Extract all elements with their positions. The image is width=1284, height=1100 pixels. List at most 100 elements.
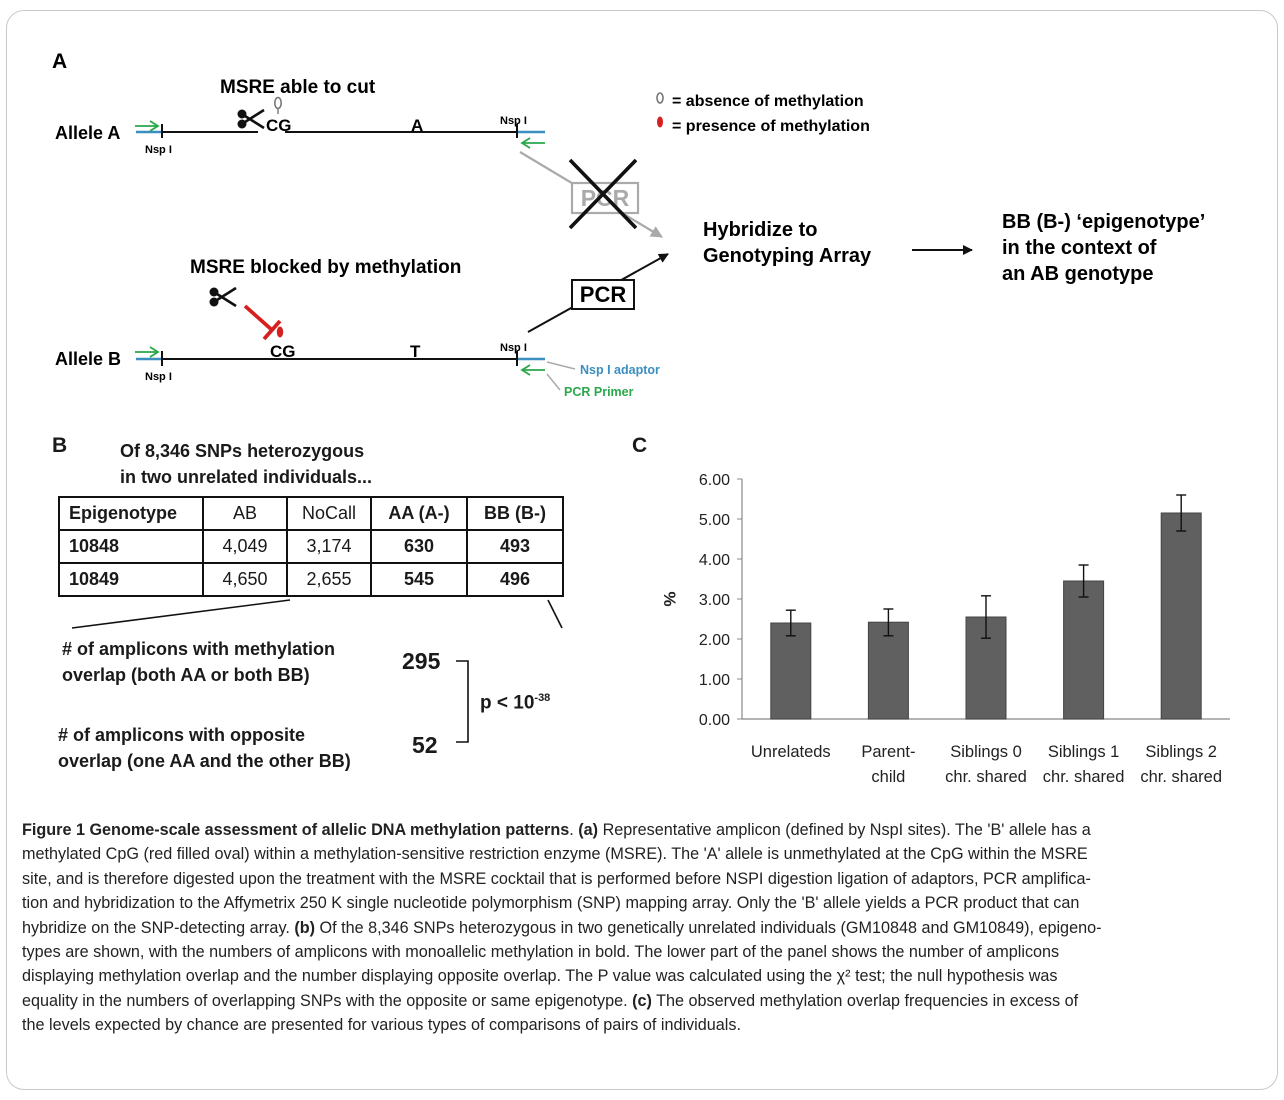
bar — [867, 621, 909, 720]
panel-a-diagram: A Allele A Nsp I Nsp I MSRE able to cut … — [52, 50, 1205, 399]
methylated-oval-icon — [276, 326, 284, 338]
table-cell: 4,650 — [202, 562, 288, 597]
result-line-2: in the context of — [1002, 237, 1157, 259]
p-value-base: p < 10 — [480, 692, 535, 714]
scissors-icon — [237, 108, 265, 130]
scissors-icon — [209, 286, 237, 308]
panel-b-heading-1: Of 8,346 SNPs heterozygous — [120, 441, 365, 461]
y-tick-label: 3.00 — [699, 592, 730, 609]
comparison-bracket — [456, 660, 469, 743]
table-cell: 2,655 — [286, 562, 372, 597]
opposite-label-line: overlap (one AA and the other BB) — [58, 751, 351, 771]
caption-line: site, and is therefore digested upon the… — [22, 869, 1091, 888]
unmethylated-oval-icon — [656, 92, 664, 104]
table-cell: 10848 — [58, 529, 204, 564]
table-header-row: Epigenotype AB NoCall AA (A-) BB (B-) — [58, 496, 564, 531]
table-row: 10848 4,049 3,174 630 493 — [58, 529, 564, 564]
caption-text: Representative amplicon (defined by NspI… — [602, 821, 1091, 839]
x-tick-label: Siblings 2 — [1145, 743, 1217, 761]
nsp-label: Nsp I — [145, 144, 172, 156]
overlap-label: # of amplicons with methylation overlap … — [62, 636, 335, 688]
legend-absence: = absence of methylation — [672, 93, 864, 110]
y-tick-label: 6.00 — [699, 472, 730, 489]
table-cell: 3,174 — [286, 529, 372, 564]
caption-text: hybridize on the SNP-detecting array. — [22, 918, 290, 937]
caption-line: displaying methylation overlap and the n… — [22, 967, 1058, 986]
y-tick-label: 2.00 — [699, 632, 730, 649]
bar — [1160, 512, 1202, 720]
snp-allele-b: T — [410, 342, 421, 361]
bar — [770, 622, 812, 720]
nsp-label: Nsp I — [145, 371, 172, 383]
pcr-blocked-box — [570, 181, 640, 215]
allele-a-label: Allele A — [55, 123, 120, 143]
callout-line — [546, 373, 561, 391]
cg-site-label: CG — [270, 342, 296, 361]
overlap-label-line: # of amplicons with methylation — [62, 639, 336, 659]
caption-text: The observed methylation overlap frequen… — [656, 991, 1079, 1010]
nsp-label: Nsp I — [500, 115, 527, 127]
caption-line: hybridize on the SNP-detecting array. (b… — [22, 916, 1274, 940]
cg-site-label: CG — [266, 116, 292, 135]
x-tick-label: chr. shared — [1043, 768, 1125, 786]
figure-frame — [6, 10, 1278, 1090]
panel-c-bar-chart: 0.00 1.00 2.00 3.00 4.00 5.00 6.00% Unrelateds P… — [660, 472, 1230, 786]
epigenotype-table: Epigenotype AB NoCall AA (A-) BB (B-) 10… — [58, 496, 564, 597]
bar — [1063, 580, 1105, 720]
legend-presence: = presence of methylation — [672, 118, 870, 135]
forward-primer-arrow-icon — [135, 120, 160, 132]
overlap-label-line: overlap (both AA or both BB) — [62, 665, 310, 685]
table-header-cell: BB (B-) — [466, 496, 564, 531]
x-tick-label: chr. shared — [1140, 768, 1222, 786]
zoom-line — [71, 599, 291, 629]
adaptor-label: Nsp I adaptor — [580, 363, 660, 377]
x-tick-label: Unrelateds — [751, 743, 831, 761]
caption-tag: (a) — [578, 821, 599, 839]
table-header-cell: AB — [202, 496, 288, 531]
block-bar-icon — [243, 304, 282, 341]
caption-title: Figure 1 Genome-scale assessment of alle… — [22, 821, 570, 839]
forward-primer-arrow-icon — [135, 346, 160, 358]
table-cell: 493 — [466, 529, 564, 564]
reverse-primer-arrow-icon — [520, 364, 545, 376]
panel-b-heading-2: in two unrelated individuals... — [120, 467, 373, 487]
caption-line: methylated CpG (red filled oval) within … — [22, 845, 1088, 864]
y-tick-label: 0.00 — [699, 712, 730, 729]
caption-text: Of the 8,346 SNPs heterozygous in two ge… — [319, 918, 1102, 937]
table-cell: 4,049 — [202, 529, 288, 564]
callout-line — [546, 361, 576, 370]
caption-line: types are shown, with the numbers of amp… — [22, 943, 1060, 962]
snp-allele-a: A — [411, 116, 423, 135]
panel-b-annotations — [71, 599, 563, 743]
caption-text: equality in the numbers of overlapping S… — [22, 991, 628, 1010]
table-cell: 10849 — [58, 562, 204, 597]
result-line-1: BB (B-) ‘epigenotype’ — [1002, 211, 1205, 233]
table-header-cell: AA (A-) — [370, 496, 468, 531]
opposite-label: # of amplicons with opposite overlap (on… — [58, 722, 351, 774]
msre-blocked-label: MSRE blocked by methylation — [190, 257, 461, 278]
x-tick-label: child — [871, 768, 905, 786]
x-tick-label: Siblings 0 — [950, 743, 1022, 761]
x-tick-label: Siblings 1 — [1048, 743, 1120, 761]
pcr-box — [571, 279, 635, 310]
p-value: p < 10-38 — [480, 692, 550, 714]
overlap-value: 295 — [402, 648, 441, 674]
cross-mark-icon — [568, 158, 638, 230]
y-tick-label: 4.00 — [699, 552, 730, 569]
figure-caption: Figure 1 Genome-scale assessment of alle… — [22, 818, 1274, 1038]
result-line-3: an AB genotype — [1002, 263, 1154, 285]
p-value-exponent: -38 — [534, 692, 551, 704]
caption-tag: (b) — [294, 918, 315, 937]
caption-tag: (c) — [632, 991, 652, 1010]
table-cell: 496 — [466, 562, 564, 597]
panel-a-label: A — [52, 50, 67, 73]
y-tick-label: 1.00 — [699, 672, 730, 689]
methylated-oval-icon — [657, 116, 663, 128]
opposite-label-line: # of amplicons with opposite — [58, 725, 306, 745]
caption-line: equality in the numbers of overlapping S… — [22, 989, 1274, 1013]
x-tick-label: chr. shared — [945, 768, 1027, 786]
panel-c-label: C — [632, 434, 648, 457]
opposite-value: 52 — [412, 732, 438, 758]
reverse-primer-arrow-icon — [520, 137, 545, 149]
caption-line: tion and hybridization to the Affymetrix… — [22, 894, 1080, 913]
